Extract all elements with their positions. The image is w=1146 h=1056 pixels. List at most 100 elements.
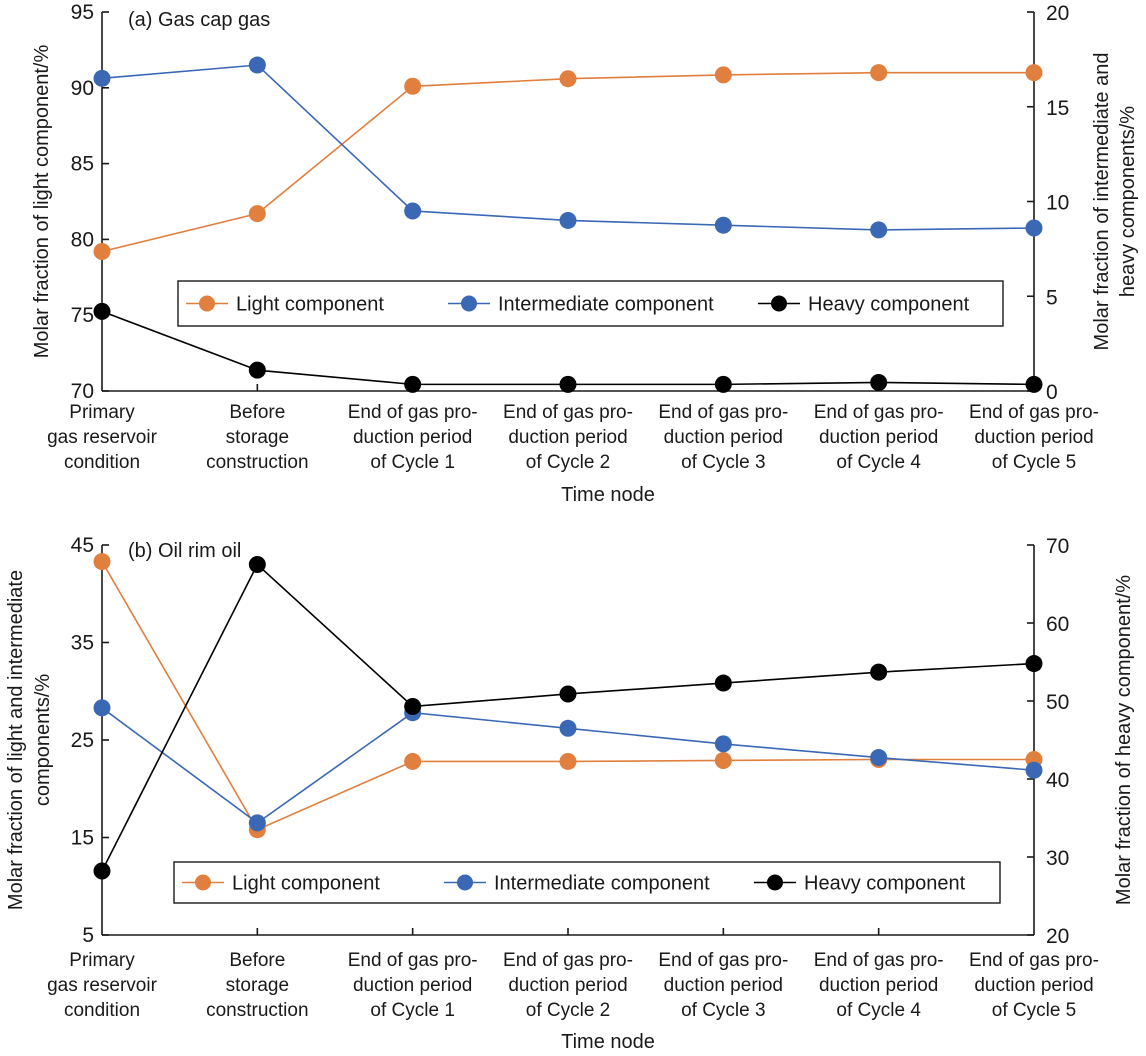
x-category-label: of Cycle 5	[992, 1000, 1076, 1021]
data-point-heavy	[559, 685, 577, 703]
left-tick-label: 25	[71, 729, 94, 752]
x-axis-title: Time node	[561, 1031, 655, 1053]
right-axis-title: Molar fraction of intermediate and	[1091, 53, 1113, 351]
data-point-heavy	[870, 663, 888, 681]
left-tick-label: 75	[71, 304, 94, 327]
legend-box	[173, 861, 1001, 904]
data-point-intermediate	[714, 216, 732, 234]
legend-marker	[195, 874, 211, 891]
panel-title: (b) Oil rim oil	[128, 540, 241, 562]
legend-marker	[767, 874, 783, 891]
data-point-light	[714, 66, 732, 84]
legend-label: Heavy component	[808, 294, 970, 316]
data-point-intermediate	[93, 69, 111, 87]
x-category-label: Before	[229, 402, 285, 423]
data-point-light	[248, 205, 266, 223]
x-category-label: Primary	[69, 950, 135, 971]
data-point-light	[714, 751, 732, 769]
x-category-label: of Cycle 2	[526, 452, 610, 473]
x-category-label: End of gas pro-	[814, 950, 944, 971]
x-category-label: duction period	[974, 427, 1093, 448]
left-tick-label: 45	[71, 534, 94, 557]
chart-panel-b: 5 15 25 35 45 20 30 40 50 60 70 Primary gas reservoi…	[5, 534, 1135, 1053]
left-tick-label: 5	[82, 924, 94, 947]
series-light	[93, 64, 1043, 261]
data-point-light	[404, 77, 422, 95]
x-category-label: duction period	[664, 427, 783, 448]
x-category-label: duction period	[508, 427, 627, 448]
legend-box	[177, 280, 1004, 327]
x-category-label: of Cycle 1	[370, 452, 454, 473]
legend-marker	[461, 295, 477, 312]
data-point-light	[870, 64, 888, 82]
data-point-intermediate	[93, 699, 111, 717]
data-point-heavy	[559, 375, 577, 393]
legend-marker	[771, 295, 787, 312]
right-tick-label: 20	[1046, 925, 1069, 948]
data-point-heavy	[93, 862, 111, 880]
data-point-heavy	[404, 375, 422, 393]
right-tick-label: 50	[1046, 691, 1069, 714]
x-category-label: duction period	[353, 975, 472, 996]
legend: Light component Intermediate component Hea…	[177, 280, 1004, 327]
data-point-heavy	[714, 674, 732, 692]
right-tick-label: 30	[1046, 847, 1069, 870]
right-tick-label: 40	[1046, 769, 1069, 792]
x-category-label: End of gas pro-	[503, 950, 633, 971]
right-tick-label: 0	[1046, 381, 1058, 404]
right-axis-title: heavy components/%	[1117, 106, 1139, 297]
left-axis-title: components/%	[32, 674, 54, 807]
legend-label: Intermediate component	[498, 294, 714, 316]
legend-label: Light component	[232, 873, 380, 895]
x-category-label: End of gas pro-	[503, 402, 633, 423]
left-axis-title: Molar fraction of light and intermediate	[5, 570, 27, 910]
x-category-label: duction period	[353, 427, 472, 448]
left-tick-label: 80	[71, 228, 94, 251]
x-category-label: construction	[206, 1000, 308, 1021]
x-category-label: gas reservoir	[47, 975, 157, 996]
x-category-label: construction	[206, 452, 308, 473]
right-tick-label: 10	[1046, 192, 1069, 215]
left-axis-title: Molar fraction of light component/%	[31, 45, 53, 359]
x-category-label: storage	[226, 427, 289, 448]
x-category-label: End of gas pro-	[658, 402, 788, 423]
x-category-label: of Cycle 4	[836, 452, 921, 473]
data-point-light	[404, 752, 422, 770]
data-point-intermediate	[870, 221, 888, 239]
right-tick-label: 70	[1046, 535, 1069, 558]
right-tick-label: 15	[1046, 97, 1069, 120]
right-axis-title: Molar fraction of heavy component/%	[1113, 575, 1135, 905]
legend-marker	[457, 874, 473, 891]
data-point-intermediate	[714, 735, 732, 753]
data-point-intermediate	[248, 56, 266, 74]
series-heavy	[93, 302, 1043, 393]
data-point-heavy	[404, 697, 422, 715]
x-category-label: duction period	[974, 975, 1093, 996]
data-point-intermediate	[559, 719, 577, 737]
chart-panel-a: 70 75 80 85 90 95 0 5 10 15 20 Primary gas reservoir…	[31, 1, 1139, 506]
x-category-label: of Cycle 5	[992, 452, 1076, 473]
x-category-label: of Cycle 2	[526, 1000, 610, 1021]
x-category-label: storage	[226, 975, 289, 996]
series-line-intermediate	[101, 64, 1035, 231]
left-tick-label: 85	[71, 153, 94, 176]
x-category-label: of Cycle 1	[370, 1000, 454, 1021]
x-category-label: of Cycle 3	[681, 452, 765, 473]
series-intermediate	[93, 699, 1043, 832]
x-category-label: condition	[64, 452, 140, 473]
x-category-label: duction period	[664, 975, 783, 996]
x-category-label: Primary	[69, 402, 135, 423]
x-category-label: End of gas pro-	[348, 402, 478, 423]
left-tick-label: 35	[71, 632, 94, 655]
legend: Light component Intermediate component Hea…	[173, 861, 1001, 904]
data-point-intermediate	[1025, 219, 1043, 237]
left-tick-label: 95	[71, 1, 94, 24]
x-category-label: of Cycle 4	[836, 1000, 921, 1021]
x-category-label: End of gas pro-	[969, 402, 1099, 423]
x-category-label: End of gas pro-	[814, 402, 944, 423]
x-category-label: Before	[229, 950, 285, 971]
data-point-light	[1025, 64, 1043, 82]
x-axis-title: Time node	[561, 484, 655, 506]
legend-marker	[199, 295, 215, 312]
